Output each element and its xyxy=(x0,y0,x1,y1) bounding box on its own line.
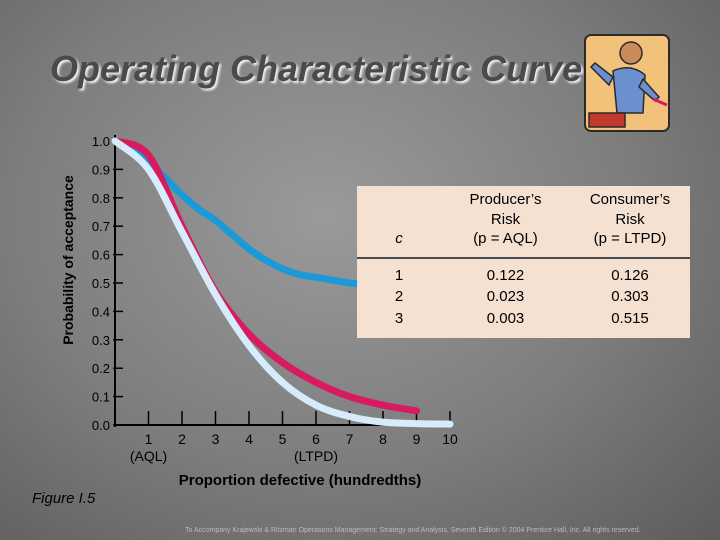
footer-credit: To Accompany Krajewski & Ritzman Operati… xyxy=(185,527,641,534)
y-tick-label: 0.1 xyxy=(92,390,110,405)
risk-table: c Producer’s Risk (p = AQL) Consumer’s R… xyxy=(357,186,690,338)
consumer-risk-value: 0.515 xyxy=(611,310,649,327)
x-tick-label: 7 xyxy=(346,431,354,447)
y-tick-label: 0.3 xyxy=(92,333,110,348)
y-tick-label: 0.9 xyxy=(92,162,110,177)
y-tick-label: 0.4 xyxy=(92,304,110,319)
c-value: 3 xyxy=(394,310,404,327)
consumer-header-line-2: Risk xyxy=(615,210,645,228)
consumer-header-line-1: Consumer’s xyxy=(589,191,671,208)
x-tick-sublabel: (LTPD) xyxy=(294,448,338,464)
y-tick-label: 0.0 xyxy=(92,418,110,433)
col-header-c: c xyxy=(395,230,403,247)
col-header-consumer-risk: Consumer’s Risk (p = LTPD) xyxy=(570,186,690,258)
y-tick-label: 0.8 xyxy=(92,191,110,206)
x-tick-label: 9 xyxy=(413,431,421,447)
producer-header-line-2: Risk xyxy=(490,210,521,228)
page-title: Operating Characteristic Curve xyxy=(50,48,583,89)
producer-risk-value: 0.003 xyxy=(486,310,525,327)
figure-label: Figure I.5 xyxy=(32,490,96,507)
consumer-header-line-3: (p = LTPD) xyxy=(593,230,667,247)
x-tick-label: 10 xyxy=(442,431,458,447)
y-tick-label: 0.7 xyxy=(92,219,110,234)
col-consumer-values: 0.126 0.303 0.515 xyxy=(570,258,690,339)
col-header-producer-risk: Producer’s Risk (p = AQL) xyxy=(441,186,570,258)
producer-header-line-1: Producer’s xyxy=(469,191,542,208)
x-tick-label: 2 xyxy=(178,431,186,447)
x-tick-label: 1 xyxy=(145,431,153,447)
x-tick-sublabel: (AQL) xyxy=(130,448,167,464)
producer-risk-value: 0.122 xyxy=(486,266,525,284)
x-tick-label: 3 xyxy=(212,431,220,447)
x-tick-label: 4 xyxy=(245,431,253,447)
col-producer-values: 0.122 0.023 0.003 xyxy=(441,258,570,339)
x-tick-label: 5 xyxy=(279,431,287,447)
producer-risk-value: 0.023 xyxy=(486,288,525,306)
series-line-c2 xyxy=(111,137,420,415)
consumer-risk-value: 0.303 xyxy=(611,288,649,306)
series-line-c3 xyxy=(111,137,454,428)
y-tick-label: 0.2 xyxy=(92,361,110,376)
producer-header-line-3: (p = AQL) xyxy=(473,230,538,247)
consumer-risk-value: 0.126 xyxy=(611,266,649,284)
col-c-values: 1 2 3 xyxy=(357,258,441,339)
y-tick-label: 1.0 xyxy=(92,134,110,149)
x-axis-label: Proportion defective (hundredths) xyxy=(178,472,422,489)
y-tick-label: 0.5 xyxy=(92,276,110,291)
x-tick-label: 6 xyxy=(312,431,320,447)
y-tick-label: 0.6 xyxy=(92,248,110,263)
c-value: 1 xyxy=(394,266,404,284)
x-tick-label: 8 xyxy=(379,431,387,447)
c-value: 2 xyxy=(394,288,404,306)
worker-clipart-icon xyxy=(584,34,670,132)
